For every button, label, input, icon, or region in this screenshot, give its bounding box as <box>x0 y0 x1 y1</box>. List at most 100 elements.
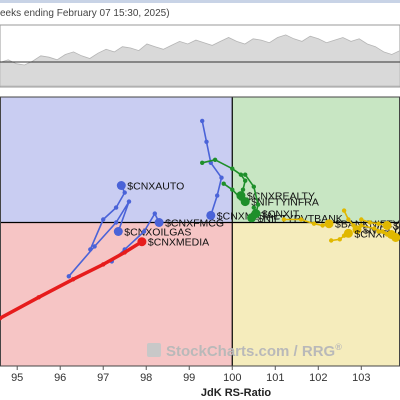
series-tail-point <box>337 237 342 242</box>
series-tail-point <box>359 217 364 222</box>
stockcharts-logo-icon <box>147 343 161 357</box>
series-tail-point <box>251 205 256 210</box>
series-head-point[interactable] <box>352 225 362 235</box>
series-tail-point <box>251 184 256 189</box>
series-tail-point <box>346 217 351 222</box>
series-tail-point <box>367 220 373 225</box>
series-tail-point <box>372 226 377 231</box>
series-head-point[interactable] <box>116 181 126 190</box>
series-tail-point <box>376 221 381 226</box>
series-tail-point <box>126 199 132 204</box>
series-label: $CNXFMCG <box>165 218 224 230</box>
series-tail-point <box>359 223 364 228</box>
series-tail-point <box>200 118 205 124</box>
series-head-point[interactable] <box>206 210 216 220</box>
series-head-point[interactable] <box>251 209 261 219</box>
series-tail-point <box>243 178 248 183</box>
overview-panel <box>0 0 400 88</box>
series-head-point[interactable] <box>343 228 353 238</box>
series-label: $CNXREALTY <box>247 191 315 203</box>
series-tail-point <box>70 277 76 282</box>
series-head-point[interactable] <box>391 233 400 242</box>
series-tail-point <box>92 244 97 249</box>
x-tick-label: 99 <box>183 372 195 384</box>
series-tail-point <box>113 220 119 225</box>
series-head-point[interactable] <box>240 197 250 207</box>
series-cnxpse[interactable]: $CNXPSE <box>376 229 400 244</box>
series-tail-point <box>384 232 390 237</box>
series-cnxrealty[interactable]: $CNXREALTY <box>200 157 315 203</box>
overview-area <box>0 34 400 87</box>
series-tail-point <box>141 229 147 234</box>
x-tick-label: 102 <box>309 372 327 384</box>
series-tail-point <box>243 172 248 177</box>
series-tail-point <box>0 316 3 321</box>
series-niftyinfra[interactable]: $NIFTYINFRA <box>221 181 319 209</box>
series-tail-point <box>240 187 246 192</box>
watermark: StockCharts.com / RRG® <box>147 342 342 360</box>
series-label: $CNXMEDIA <box>148 237 209 249</box>
series-tail-point <box>200 160 205 165</box>
series-tail-point <box>101 217 106 222</box>
series-tail-point <box>88 247 93 252</box>
series-tail-point <box>238 172 244 177</box>
series-cnxenergy[interactable]: $CNXENERGY <box>359 217 400 233</box>
series-tail-point <box>122 250 127 255</box>
series-tail-point <box>230 166 235 171</box>
x-tick-label: 97 <box>97 372 109 384</box>
series-layer: $CNXOILGAS$CNXAUTO$CNXFMCG$CNXMETAL$CNXR… <box>0 118 400 321</box>
watermark-mark: ® <box>335 342 342 352</box>
series-tail-point <box>66 274 72 279</box>
series-label: $CNXOILGAS <box>124 227 191 239</box>
series-cnxit[interactable]: $CNXIT <box>243 172 300 221</box>
series-head-point[interactable] <box>382 221 392 230</box>
series-tail-point <box>341 208 347 213</box>
series-tail-point <box>376 229 381 234</box>
watermark-brand-text: StockCharts.com <box>166 343 289 360</box>
x-axis-label: JdK RS-Ratio <box>201 387 272 399</box>
series-head-point[interactable] <box>113 227 123 236</box>
series-label: $CNXIT <box>262 209 300 221</box>
series-cnxmedia[interactable]: $CNXMEDIA <box>0 237 209 321</box>
series-label: $CNXAUTO <box>127 181 184 193</box>
series-tail-line <box>0 239 144 320</box>
series-tail-point <box>311 221 317 226</box>
series-label: $NIFTYINFRA <box>251 197 319 209</box>
series-head-point[interactable] <box>324 219 334 229</box>
series-tail-point <box>36 295 41 300</box>
series-tail-point <box>221 181 226 186</box>
series-tail-point <box>320 223 325 228</box>
series-tail-point <box>152 211 157 216</box>
series-label: $CNXENERGY <box>393 221 400 233</box>
series-tail-line <box>244 173 259 215</box>
series-tail-point <box>255 202 261 207</box>
series-head-point[interactable] <box>154 218 164 227</box>
period-header: eeks ending February 07 15:30, 2025) <box>0 8 170 19</box>
series-tail-point <box>204 139 209 144</box>
x-axis: 95 96 97 98 99 100 101 102 103 <box>11 366 370 384</box>
series-tail-point <box>219 175 224 180</box>
series-tail-point <box>298 217 304 222</box>
quadrant-improving <box>0 97 233 223</box>
overview-scrollbar[interactable] <box>0 0 400 3</box>
x-tick-label: 98 <box>140 372 152 384</box>
series-tail-point <box>101 262 106 267</box>
quadrant-area <box>0 96 400 367</box>
series-tail-point <box>212 157 218 162</box>
x-tick-label: 96 <box>54 372 66 384</box>
series-tail-point <box>215 193 220 198</box>
series-tail-point <box>281 217 287 222</box>
watermark-suffix: / RRG <box>294 343 336 360</box>
series-tail-point <box>230 187 235 192</box>
series-tail-line <box>201 120 223 217</box>
series-head-point[interactable] <box>137 237 147 247</box>
quadrant-lagging <box>0 222 233 366</box>
watermark-brand: StockCharts.com / RRG® <box>166 342 342 360</box>
x-tick-label: 101 <box>266 372 284 384</box>
series-cnxauto[interactable]: $CNXAUTO <box>88 181 184 252</box>
series-tail-point <box>329 238 334 243</box>
series-cnxoilgas[interactable]: $CNXOILGAS <box>66 199 192 279</box>
x-tick-label: 95 <box>11 372 23 384</box>
